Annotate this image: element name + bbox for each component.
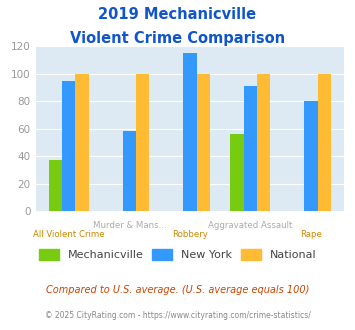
Bar (76, 74, 89, 211)
Bar (304, 101, 318, 211)
Bar (123, 131, 136, 211)
Text: Compared to U.S. average. (U.S. average equals 100): Compared to U.S. average. (U.S. average … (46, 285, 309, 295)
Bar (49, 160, 62, 211)
Bar (244, 86, 257, 211)
Legend: Mechanicville, New York, National: Mechanicville, New York, National (39, 249, 316, 260)
Bar (230, 134, 244, 211)
Bar (183, 53, 197, 211)
Bar (257, 74, 271, 211)
Text: Aggravated Assault: Aggravated Assault (208, 221, 293, 230)
Text: Rape: Rape (300, 230, 322, 240)
Text: Violent Crime Comparison: Violent Crime Comparison (70, 31, 285, 46)
Text: Murder & Mans...: Murder & Mans... (93, 221, 166, 230)
Text: © 2025 CityRating.com - https://www.cityrating.com/crime-statistics/: © 2025 CityRating.com - https://www.city… (45, 311, 310, 320)
Bar (62, 81, 76, 211)
Bar (318, 74, 331, 211)
Text: Robbery: Robbery (172, 230, 208, 240)
Text: 2019 Mechanicville: 2019 Mechanicville (98, 7, 257, 21)
Bar (136, 74, 149, 211)
Text: All Violent Crime: All Violent Crime (33, 230, 105, 240)
Bar (197, 74, 210, 211)
